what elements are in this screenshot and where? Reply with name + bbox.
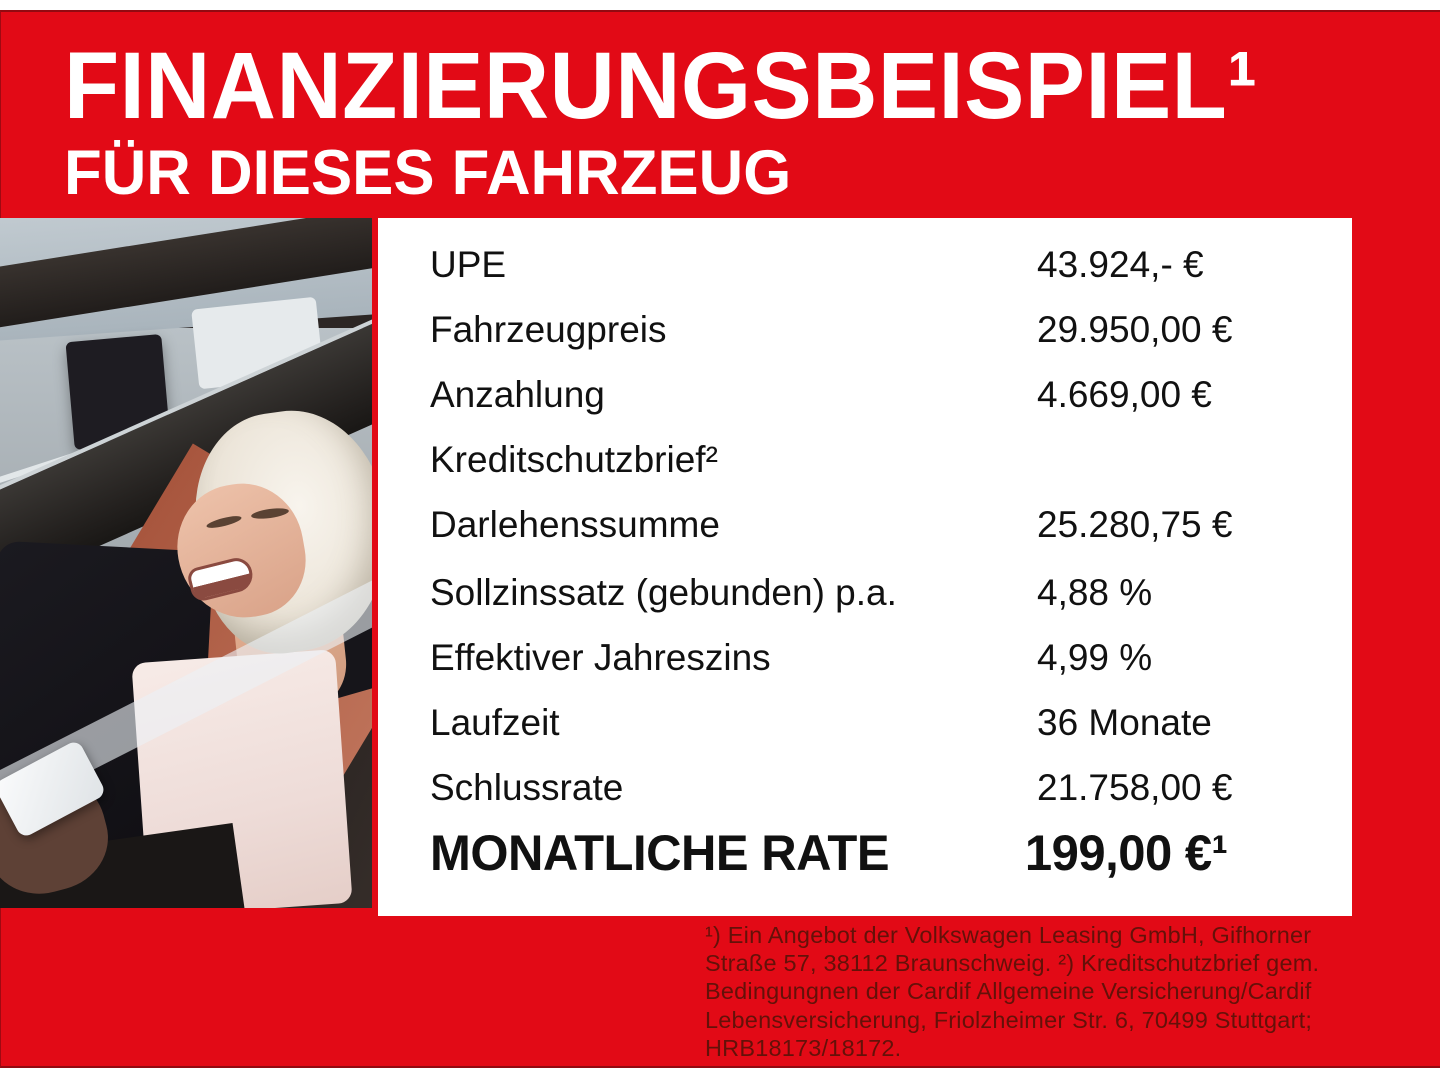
table-row: Darlehenssumme 25.280,75 € <box>430 504 1330 546</box>
row-label: Schlussrate <box>430 767 624 808</box>
table-row: Sollzinssatz (gebunden) p.a. 4,88 % <box>430 572 1330 614</box>
table-row: Effektiver Jahreszins 4,99 % <box>430 637 1330 679</box>
table-row: UPE 43.924,- € <box>430 244 1330 286</box>
table-row: Laufzeit 36 Monate <box>430 702 1330 744</box>
row-value: 4,88 % <box>1037 572 1153 613</box>
car-woman-photo <box>0 218 372 908</box>
table-row: Fahrzeugpreis 29.950,00 € <box>430 309 1330 351</box>
monthly-rate-value: 199,00 €¹ <box>1024 825 1228 881</box>
footnote: ¹) Ein Angebot der Volkswagen Leasing Gm… <box>705 921 1345 1062</box>
monthly-rate-label: MONATLICHE RATE <box>430 825 890 881</box>
row-label: UPE <box>430 244 507 285</box>
row-value: 21.758,00 € <box>1037 767 1233 808</box>
finance-table-panel: UPE 43.924,- € Fahrzeugpreis 29.950,00 €… <box>378 218 1352 916</box>
row-label: Laufzeit <box>430 702 560 743</box>
row-label: Sollzinssatz (gebunden) p.a. <box>430 572 897 613</box>
row-value: 25.280,75 € <box>1037 504 1233 545</box>
table-row: Anzahlung 4.669,00 € <box>430 374 1330 416</box>
table-row: Schlussrate 21.758,00 € <box>430 767 1330 809</box>
row-value: 36 Monate <box>1037 702 1212 743</box>
footnote-line: ¹) Ein Angebot der Volkswagen Leasing Gm… <box>705 922 1312 948</box>
row-value: 4.669,00 € <box>1037 374 1212 415</box>
page-subtitle: FÜR DIESES FAHRZEUG <box>64 138 792 208</box>
row-value: 29.950,00 € <box>1037 309 1233 350</box>
row-label: Effektiver Jahreszins <box>430 637 771 678</box>
row-value: 4,99 % <box>1037 637 1153 678</box>
footnote-line: Lebensversicherung, Friolzheimer Str. 6,… <box>705 1006 1313 1033</box>
row-label: Fahrzeugpreis <box>430 309 667 350</box>
row-value: 43.924,- € <box>1037 244 1204 285</box>
row-label: Anzahlung <box>430 374 605 415</box>
monthly-rate-row: MONATLICHE RATE 199,00 €¹ <box>430 826 1312 881</box>
row-label: Darlehenssumme <box>430 504 720 545</box>
table-row: Kreditschutzbrief² <box>430 439 1330 481</box>
footnote-line: Straße 57, 38112 Braunschweig. ²) Kredit… <box>705 950 1320 977</box>
footnote-line: Bedingungnen der Cardif Allgemeine Versi… <box>705 978 1312 1005</box>
row-label: Kreditschutzbrief² <box>430 439 718 480</box>
footnote-line: HRB18173/18172. <box>705 1034 902 1061</box>
page-title: FINANZIERUNGSBEISPIEL¹ <box>64 33 1258 139</box>
